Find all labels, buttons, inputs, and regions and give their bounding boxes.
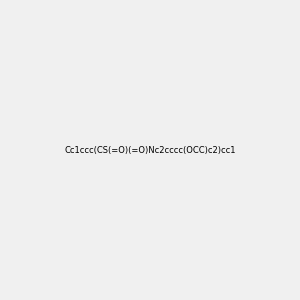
Text: Cc1ccc(CS(=O)(=O)Nc2cccc(OCC)c2)cc1: Cc1ccc(CS(=O)(=O)Nc2cccc(OCC)c2)cc1	[64, 146, 236, 154]
